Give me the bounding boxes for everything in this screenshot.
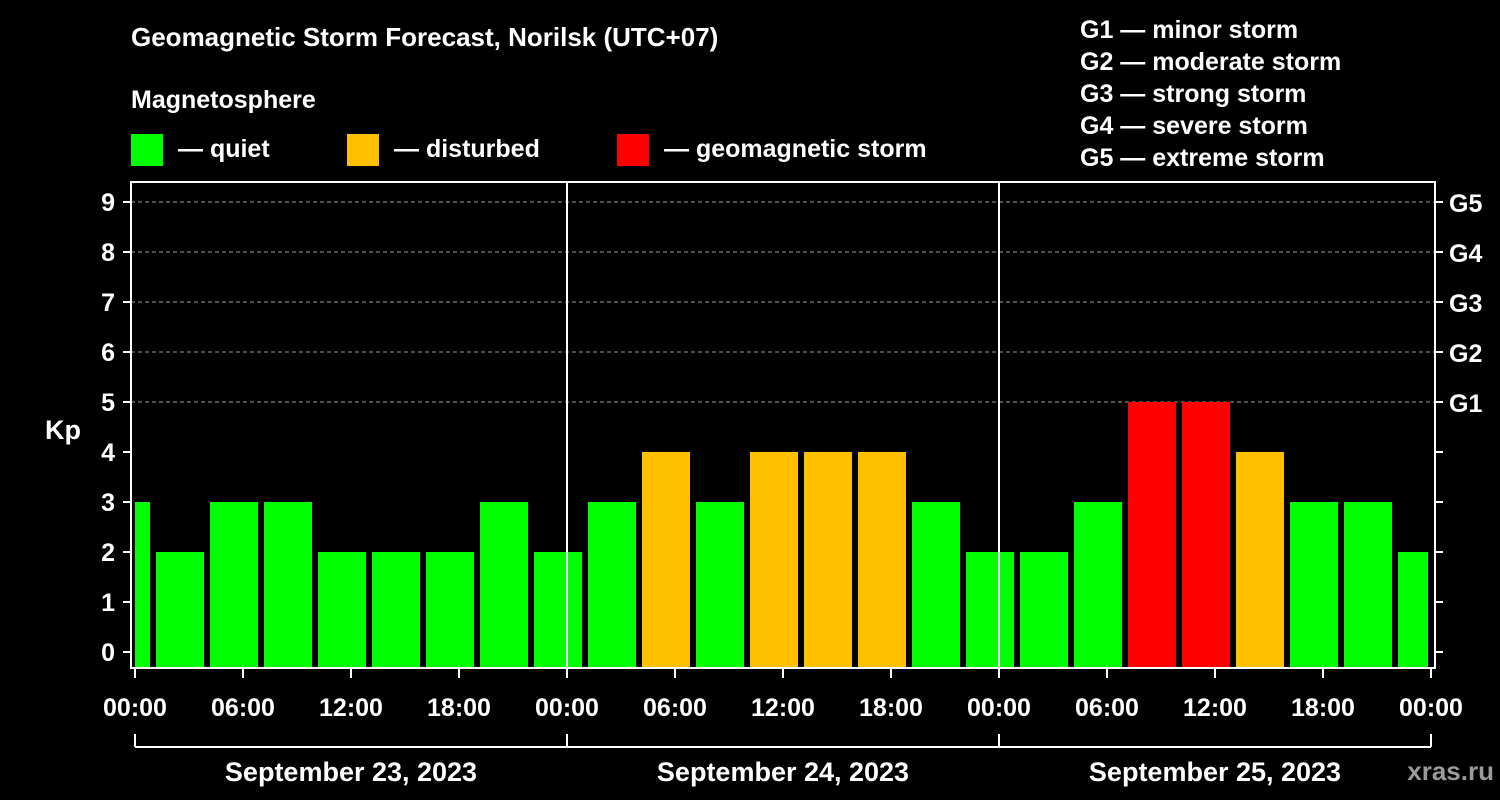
kp-bar xyxy=(1182,402,1230,668)
x-tick-label: 00:00 xyxy=(535,694,599,722)
storm-level-g3: G3 — strong storm xyxy=(1080,80,1307,108)
y-tick-label: 2 xyxy=(101,539,115,567)
kp-bar xyxy=(1290,502,1338,668)
legend-storm-label: — geomagnetic storm xyxy=(664,135,927,163)
storm-level-g4: G4 — severe storm xyxy=(1080,112,1308,140)
kp-bar xyxy=(210,502,258,668)
chart-subtitle: Magnetosphere xyxy=(131,86,316,114)
legend-disturbed-swatch xyxy=(347,134,379,166)
kp-bar xyxy=(534,552,582,668)
g-level-label: G1 xyxy=(1449,390,1482,418)
legend-disturbed-label: — disturbed xyxy=(394,135,540,163)
kp-bar xyxy=(912,502,960,668)
y-tick-label: 6 xyxy=(101,339,115,367)
kp-bar xyxy=(750,452,798,668)
kp-bar xyxy=(966,552,1014,668)
kp-bar xyxy=(642,452,690,668)
y-tick-label: 1 xyxy=(101,589,115,617)
kp-bar xyxy=(1020,552,1068,668)
x-tick-label: 06:00 xyxy=(643,694,707,722)
x-tick-label: 12:00 xyxy=(319,694,383,722)
x-tick-label: 06:00 xyxy=(1075,694,1139,722)
y-tick-label: 5 xyxy=(101,389,115,417)
kp-bar xyxy=(156,552,204,668)
legend-quiet-swatch xyxy=(131,134,163,166)
kp-bar xyxy=(1236,452,1284,668)
g-level-label: G2 xyxy=(1449,340,1482,368)
kp-bar xyxy=(1344,502,1392,668)
y-tick-label: 4 xyxy=(101,439,115,467)
y-tick-label: 0 xyxy=(101,639,115,667)
kp-bar xyxy=(318,552,366,668)
y-tick-label: 8 xyxy=(101,239,115,267)
g-level-label: G3 xyxy=(1449,290,1482,318)
kp-bar xyxy=(480,502,528,668)
storm-level-g5: G5 — extreme storm xyxy=(1080,144,1325,172)
day-label: September 23, 2023 xyxy=(225,757,477,787)
kp-bar xyxy=(372,552,420,668)
kp-bar xyxy=(135,502,150,668)
x-tick-label: 18:00 xyxy=(1291,694,1355,722)
kp-bar xyxy=(588,502,636,668)
g-level-label: G4 xyxy=(1449,240,1482,268)
y-axis-label: Kp xyxy=(45,415,81,445)
x-tick-label: 12:00 xyxy=(1183,694,1247,722)
y-tick-label: 3 xyxy=(101,489,115,517)
x-tick-label: 18:00 xyxy=(859,694,923,722)
kp-bar xyxy=(1398,552,1428,668)
kp-bar xyxy=(858,452,906,668)
x-tick-label: 00:00 xyxy=(967,694,1031,722)
legend-storm: — geomagnetic storm xyxy=(617,134,957,168)
legend-quiet-label: — quiet xyxy=(178,135,270,163)
legend-disturbed: — disturbed xyxy=(347,134,587,168)
x-tick-label: 00:00 xyxy=(103,694,167,722)
kp-bar xyxy=(1128,402,1176,668)
watermark: xras.ru xyxy=(1407,756,1494,786)
x-tick-label: 12:00 xyxy=(751,694,815,722)
chart-title: Geomagnetic Storm Forecast, Norilsk (UTC… xyxy=(131,22,719,52)
x-tick-label: 00:00 xyxy=(1399,694,1463,722)
day-label: September 24, 2023 xyxy=(657,757,909,787)
kp-bar xyxy=(1074,502,1122,668)
g-level-label: G5 xyxy=(1449,190,1482,218)
y-tick-label: 9 xyxy=(101,189,115,217)
y-tick-label: 7 xyxy=(101,289,115,317)
kp-bar xyxy=(696,502,744,668)
x-tick-label: 06:00 xyxy=(211,694,275,722)
day-label: September 25, 2023 xyxy=(1089,757,1341,787)
storm-level-g1: G1 — minor storm xyxy=(1080,16,1299,44)
legend-storm-swatch xyxy=(617,134,649,166)
kp-bar xyxy=(426,552,474,668)
legend-quiet: — quiet xyxy=(131,134,331,168)
kp-bar xyxy=(264,502,312,668)
x-tick-label: 18:00 xyxy=(427,694,491,722)
kp-bar xyxy=(804,452,852,668)
storm-level-g2: G2 — moderate storm xyxy=(1080,48,1342,76)
storm-level-list: G1 — minor storm G2 — moderate storm G3 … xyxy=(1080,14,1341,174)
